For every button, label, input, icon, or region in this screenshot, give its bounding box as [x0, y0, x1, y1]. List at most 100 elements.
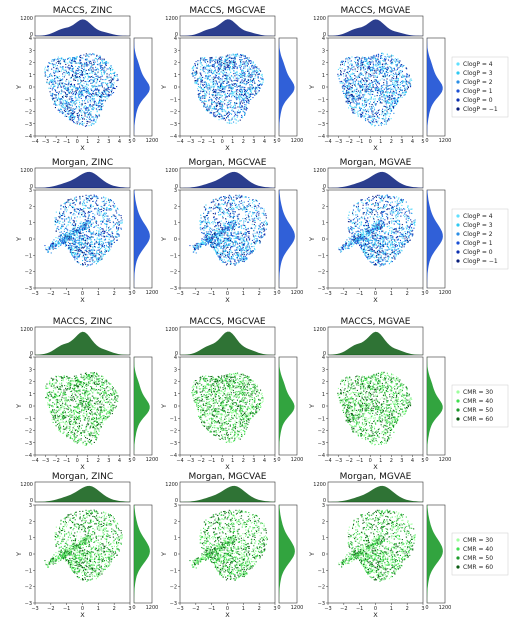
scatter-point — [109, 249, 110, 250]
scatter-point — [88, 69, 89, 70]
scatter-point — [353, 101, 354, 102]
scatter-point — [99, 100, 100, 101]
scatter-point — [96, 89, 97, 90]
scatter-point — [61, 67, 62, 68]
scatter-point — [258, 73, 259, 74]
scatter-point — [97, 111, 98, 112]
scatter-point — [356, 103, 357, 104]
scatter-point — [205, 59, 206, 60]
scatter-point — [222, 118, 223, 119]
scatter-point — [70, 68, 71, 69]
scatter-point — [61, 57, 62, 58]
scatter-point — [232, 64, 233, 65]
scatter-point — [226, 95, 227, 96]
scatter-point — [347, 77, 348, 78]
scatter-point — [360, 110, 361, 111]
scatter-point — [90, 96, 91, 97]
scatter-point — [106, 70, 107, 71]
scatter-point — [237, 92, 238, 93]
scatter-point — [214, 70, 215, 71]
scatter-point — [383, 82, 384, 83]
scatter-point — [243, 111, 244, 112]
scatter-point — [388, 68, 389, 69]
scatter-point — [213, 65, 214, 66]
scatter-point — [207, 79, 208, 80]
x-tick-label: −4 — [176, 139, 183, 145]
scatter-point — [82, 94, 83, 95]
scatter-point — [354, 85, 355, 86]
scatter-point — [89, 81, 90, 82]
scatter-point — [385, 64, 386, 65]
scatter-point — [339, 75, 340, 76]
scatter-point — [354, 78, 355, 79]
scatter-point — [243, 66, 244, 67]
scatter-point — [106, 207, 107, 208]
scatter-point — [382, 64, 383, 65]
scatter-point — [246, 96, 247, 97]
scatter-point — [395, 62, 396, 63]
scatter-point — [105, 62, 106, 63]
scatter-point — [252, 94, 253, 95]
scatter-point — [383, 118, 384, 119]
scatter-point — [194, 77, 195, 78]
scatter-point — [380, 91, 381, 92]
scatter-point — [75, 108, 76, 109]
scatter-point — [392, 82, 393, 83]
scatter-point — [354, 107, 355, 108]
scatter-point — [351, 96, 352, 97]
scatter-point — [232, 91, 233, 92]
scatter-point — [247, 57, 248, 58]
scatter-point — [389, 57, 390, 58]
scatter-point — [85, 216, 86, 217]
scatter-point — [99, 96, 100, 97]
scatter-point — [386, 88, 387, 89]
scatter-point — [380, 56, 381, 57]
scatter-point — [223, 70, 224, 71]
scatter-point — [221, 79, 222, 80]
scatter-point — [370, 83, 371, 84]
scatter-point — [366, 111, 367, 112]
scatter-point — [211, 112, 212, 113]
subplot-3: MACCS, MGVAE120000 1200−4 −3 −2 −1 0 1 2 3 4 5−4−3… — [308, 6, 451, 152]
scatter-point — [262, 83, 263, 84]
scatter-point — [393, 108, 394, 109]
scatter-point — [54, 81, 55, 82]
scatter-point — [372, 118, 373, 119]
scatter-point — [68, 65, 69, 66]
scatter-point — [358, 103, 359, 104]
scatter-point — [371, 75, 372, 76]
scatter-point — [372, 104, 373, 105]
scatter-point — [243, 83, 244, 84]
scatter-point — [214, 78, 215, 79]
scatter-point — [236, 96, 237, 97]
scatter-point — [346, 80, 347, 81]
scatter-point — [357, 92, 358, 93]
scatter-point — [80, 92, 81, 93]
scatter-point — [217, 105, 218, 106]
scatter-point — [95, 114, 96, 115]
scatter-point — [197, 81, 198, 82]
scatter-point — [115, 75, 116, 76]
scatter-point — [92, 123, 93, 124]
scatter-point — [69, 119, 70, 120]
scatter-point — [57, 65, 58, 66]
scatter-point — [376, 114, 377, 115]
scatter-point — [243, 73, 244, 74]
scatter-point — [104, 60, 105, 61]
scatter-point — [390, 67, 391, 68]
scatter-point — [240, 102, 241, 103]
scatter-point — [389, 66, 390, 67]
scatter-point — [384, 68, 385, 69]
scatter-point — [197, 65, 198, 66]
scatter-point — [228, 75, 229, 76]
scatter-point — [106, 89, 107, 90]
scatter-point — [97, 86, 98, 87]
scatter-point — [361, 62, 362, 63]
scatter-point — [72, 118, 73, 119]
scatter-point — [97, 79, 98, 80]
scatter-point — [203, 60, 204, 61]
scatter-point — [99, 77, 100, 78]
y-tick-label: 2 — [174, 61, 177, 67]
scatter-point — [74, 111, 75, 112]
side-hist-tick-label: 1200 — [439, 138, 452, 144]
